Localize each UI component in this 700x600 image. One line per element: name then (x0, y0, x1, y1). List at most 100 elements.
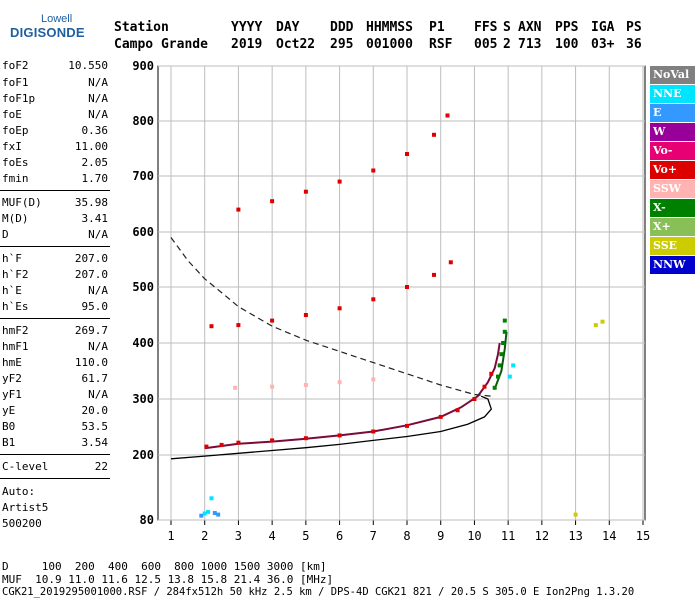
param-row: yF1 N/A (2, 388, 108, 401)
echo-point (337, 380, 342, 385)
echo-point (303, 383, 308, 387)
plot-frame (157, 65, 646, 521)
echo-point (496, 374, 500, 379)
echo-point (432, 272, 436, 277)
x-tick-label: 1 (167, 529, 174, 543)
echo-point (371, 429, 376, 434)
y-tick-label: 500 (132, 280, 154, 294)
x-tick-label: 2 (201, 529, 208, 543)
echo-point (270, 199, 275, 204)
param-row: foEs 2.05 (2, 156, 108, 169)
echo-point (371, 168, 376, 173)
echo-point (600, 319, 605, 324)
echo-point (438, 414, 443, 419)
param-row: C-level 22 (2, 460, 108, 473)
divider (0, 246, 110, 247)
y-tick-label: 800 (132, 114, 154, 128)
echo-point (270, 438, 275, 443)
header-station-label: Station (114, 20, 169, 35)
echo-point (573, 512, 578, 517)
header-day-value: Oct22 (276, 37, 316, 52)
legend-item-noval: NoVal (650, 66, 695, 84)
param-row: B1 3.54 (2, 436, 108, 449)
echo-point (455, 408, 460, 413)
param-row: foEp 0.36 (2, 124, 108, 137)
echo-point (405, 423, 409, 428)
footer-distance: D 100 200 400 600 800 1000 1500 3000 [km… (2, 560, 327, 573)
header-axn-value: 713 (518, 37, 542, 52)
header-p1-value: RSF (429, 37, 453, 52)
header-station-value: Campo Grande (114, 37, 208, 52)
y-tick-label: 80 (140, 513, 154, 527)
echo-point (202, 511, 207, 516)
param-row: h`F2 207.0 (2, 268, 108, 281)
legend-item-e: E (650, 104, 695, 122)
echo-point (489, 371, 494, 376)
header-day-label: DAY (276, 20, 300, 35)
x-tick-label: 8 (403, 529, 410, 543)
footer-file-info: CGK21_2019295001000.RSF / 284fx512h 50 k… (2, 586, 635, 598)
param-row: yE 20.0 (2, 404, 108, 417)
legend-item-w: W (650, 123, 695, 141)
trace-line (170, 237, 492, 397)
echo-point (405, 152, 409, 156)
parameter-panel: foF2 10.550 foF1 N/A foF1p N/A foE N/A foEp 0… (0, 0, 110, 540)
x-tick-label: 13 (568, 529, 582, 543)
echo-point (303, 313, 308, 317)
echo-point (371, 377, 376, 382)
logo-lowell: Lowell (41, 13, 73, 25)
y-tick-label: 400 (132, 336, 154, 350)
echo-point (405, 285, 409, 289)
echo-point (501, 341, 506, 345)
echo-point (337, 306, 342, 311)
echo-point (236, 207, 241, 212)
x-tick-label: 10 (467, 529, 481, 543)
echo-point (337, 179, 342, 184)
legend-item-x-plus: X+ (650, 218, 695, 236)
echo-point (303, 436, 308, 441)
echo-point (337, 433, 342, 438)
param-row: hmE 110.0 (2, 356, 108, 369)
header-ffs-label: FFS (474, 20, 498, 35)
echo-point (593, 323, 598, 328)
param-row: fxI 11.00 (2, 140, 108, 153)
param-row: h`E N/A (2, 284, 108, 297)
y-tick-label: 300 (132, 392, 154, 406)
trace-line (493, 331, 508, 390)
echo-point (499, 352, 504, 357)
param-row: foF1 N/A (2, 76, 108, 89)
param-row: foF1p N/A (2, 92, 108, 105)
trace-line (170, 395, 493, 460)
header-ffs-value: 005 (474, 37, 498, 52)
echo-point (492, 385, 497, 390)
legend-item-x-minus: X- (650, 199, 695, 217)
echo-point (472, 397, 477, 401)
y-tick-label: 700 (132, 169, 154, 183)
param-row: D N/A (2, 228, 108, 241)
echo-point (502, 318, 507, 323)
legend-item-nne: NNE (650, 85, 695, 103)
echo-point (212, 511, 217, 515)
echo-point (497, 363, 502, 368)
echo-point (209, 496, 214, 501)
legend-item-nnw: NNW (650, 256, 695, 274)
header-yyyy-label: YYYY (231, 20, 263, 35)
echo-point (432, 132, 436, 137)
param-row: hmF1 N/A (2, 340, 108, 353)
header-ps-label: PS (626, 20, 642, 35)
logo-digisonde: DIGISONDE (10, 25, 85, 40)
x-tick-label: 14 (602, 529, 616, 543)
header-ddd-label: DDD (330, 20, 354, 35)
divider (0, 318, 110, 319)
header-yyyy-value: 2019 (231, 37, 263, 52)
echo-point (216, 512, 221, 517)
echo-point (199, 513, 204, 518)
param-row: hmF2 269.7 (2, 324, 108, 337)
header-ps-value: 36 (626, 37, 642, 52)
header-pps-value: 100 (555, 37, 579, 52)
param-row: foF2 10.550 (2, 59, 108, 72)
x-tick-label: 5 (302, 529, 309, 543)
x-tick-label: 6 (336, 529, 343, 543)
x-tick-label: 4 (269, 529, 276, 543)
